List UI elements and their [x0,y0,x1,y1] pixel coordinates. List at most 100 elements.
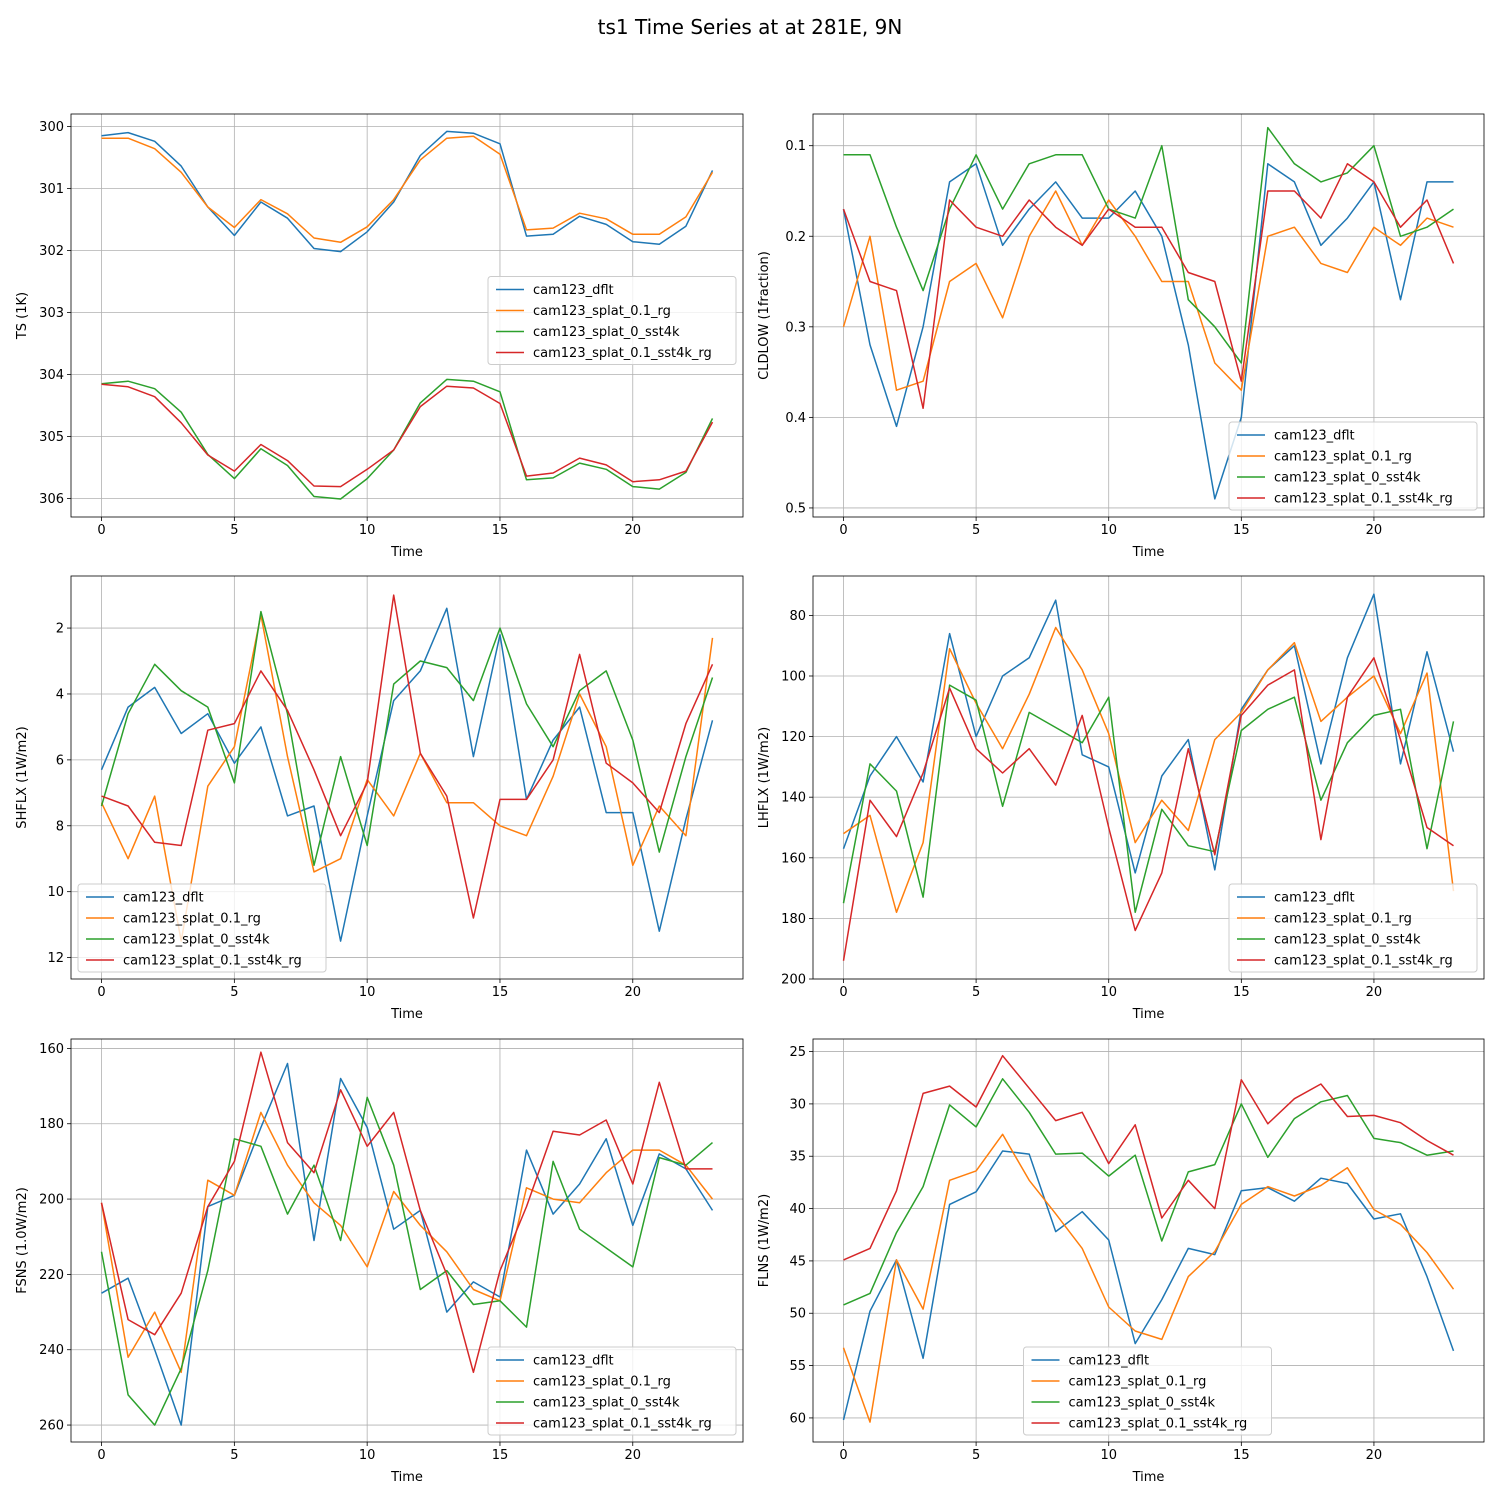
legend: cam123_dflt cam123_splat_0.1_rg cam123_spl… [1023,1346,1272,1436]
y-tick-label: 0.4 [785,411,806,426]
y-axis-label: FSNS (1.0W/m2) [15,1187,30,1294]
subplot-cldlow: 0 5 10 15 20 0.1 0.2 0.3 0.4 0.5 Time CLDLOW (1frac… [757,113,1485,560]
y-tick-label: 2 [56,622,64,637]
series-line-cam123_splat_0_sst4k [842,684,1455,914]
axes-frame [70,113,744,518]
series-line-cam123_splat_0.1_rg [101,135,714,244]
series-line-cam123_splat_0_sst4k [100,610,714,867]
series-line-cam123_splat_0.1_sst4k_rg [842,657,1454,961]
axes-frame [812,113,1485,518]
legend-box [487,276,737,365]
x-tick-label: 15 [492,523,509,538]
series-line-cam123_splat_0_sst4k [843,126,1454,364]
legend-label: cam123_splat_0.1_rg [533,304,671,319]
series-line-cam123_dflt [100,607,714,942]
legend-box [487,1346,737,1436]
x-tick-label: 5 [230,1448,238,1463]
x-tick-label: 0 [839,985,847,1000]
series-line-cam123_splat_0.1_sst4k_rg [100,1051,713,1374]
legend-box [77,883,327,973]
y-tick-label: 80 [789,609,806,624]
legend-label: cam123_splat_0.1_sst4k_rg [1274,492,1453,507]
axes-frame [812,1038,1485,1443]
subplot-flns: 0 5 10 15 20 25 30 35 40 45 50 55 60 Time FLNS (1W/m2)… [757,1038,1485,1485]
legend-label: cam123_dflt [1274,891,1355,906]
series-line-cam123_splat_0.1_rg [842,1133,1455,1423]
series-line-cam123_splat_0.1_rg [842,190,1454,391]
legend-label: cam123_dflt [1069,1354,1150,1369]
legend-label: cam123_dflt [1274,429,1355,444]
legend-label: cam123_splat_0.1_sst4k_rg [1274,954,1453,969]
series-line-cam123_splat_0_sst4k [843,1078,1454,1306]
x-axis-label: Time [390,1007,423,1022]
y-axis-label: SHFLX (1W/m2) [15,726,30,828]
series-line-cam123_splat_0.1_rg [843,626,1455,914]
x-axis-label: Time [390,1470,423,1485]
x-axis-label: Time [1132,545,1165,560]
x-tick-label: 10 [359,985,376,1000]
y-tick-label: 50 [789,1307,806,1322]
y-axis-label: TS (1K) [15,292,30,340]
legend-label: cam123_splat_0_sst4k [1069,1396,1216,1411]
y-tick-label: 260 [39,1419,64,1434]
y-tick-label: 55 [789,1359,806,1374]
x-tick-label: 0 [97,1448,105,1463]
subplot-fsns: 0 5 10 15 20 160 180 200 220 240 260 Time FSNS (1.0W… [15,1038,744,1485]
series-line-cam123_dflt [101,130,714,253]
y-tick-label: 180 [781,912,806,927]
y-tick-label: 160 [781,851,806,866]
y-tick-label: 100 [781,669,806,684]
y-tick-label: 35 [789,1150,806,1165]
x-axis-label: Time [1132,1470,1165,1485]
legend-label: cam123_splat_0.1_rg [1069,1375,1207,1390]
series-line-cam123_dflt [842,593,1455,874]
y-tick-label: 305 [39,430,64,445]
y-tick-label: 0.2 [785,230,806,245]
y-tick-label: 0.5 [785,501,806,516]
y-tick-label: 300 [39,120,64,135]
y-tick-label: 302 [39,244,64,259]
y-tick-label: 240 [39,1343,64,1358]
series-line-cam123_splat_0_sst4k [101,378,714,500]
x-tick-label: 5 [230,985,238,1000]
y-tick-label: 120 [781,730,806,745]
y-axis-label: LHFLX (1W/m2) [757,727,772,828]
y-tick-label: 200 [781,973,806,988]
x-tick-label: 20 [1366,523,1383,538]
x-tick-label: 5 [972,523,980,538]
y-axis-label: FLNS (1W/m2) [757,1194,772,1287]
y-tick-label: 25 [789,1045,806,1060]
series-line-cam123_dflt [842,163,1454,500]
series-line-cam123_splat_0.1_sst4k_rg [101,594,714,919]
legend-label: cam123_dflt [123,891,204,906]
x-tick-label: 0 [839,1448,847,1463]
x-tick-label: 20 [624,1448,641,1463]
legend-label: cam123_splat_0_sst4k [1274,933,1421,948]
figure-title: ts1 Time Series at at 281E, 9N [597,15,903,39]
x-axis-label: Time [1132,1007,1165,1022]
y-axis-label: CLDLOW (1fraction) [757,251,772,380]
legend-label: cam123_splat_0_sst4k [123,933,270,948]
legend: cam123_dflt cam123_splat_0.1_rg cam123_spl… [1228,421,1478,511]
legend-label: cam123_splat_0.1_sst4k_rg [533,346,712,361]
y-tick-label: 160 [39,1042,64,1057]
x-tick-label: 10 [1100,1448,1117,1463]
legend-label: cam123_splat_0.1_rg [533,1375,671,1390]
x-tick-label: 15 [1233,523,1250,538]
y-tick-label: 220 [39,1268,64,1283]
x-tick-label: 15 [1233,1448,1250,1463]
x-tick-label: 0 [97,523,105,538]
x-tick-label: 15 [1233,985,1250,1000]
axes-frame [812,575,1485,980]
y-tick-label: 200 [39,1193,64,1208]
subplot-lhflx: 0 5 10 15 20 80 100 120 140 160 180 200 Time LHFLX (1… [757,575,1485,1022]
x-tick-label: 5 [972,985,980,1000]
y-tick-label: 0.1 [785,139,806,154]
x-tick-label: 5 [972,1448,980,1463]
y-tick-label: 10 [47,885,64,900]
legend-label: cam123_splat_0_sst4k [1274,471,1421,486]
series-line-cam123_dflt [842,1150,1455,1421]
y-tick-label: 30 [789,1097,806,1112]
x-tick-label: 5 [230,523,238,538]
legend-label: cam123_splat_0_sst4k [533,1396,680,1411]
